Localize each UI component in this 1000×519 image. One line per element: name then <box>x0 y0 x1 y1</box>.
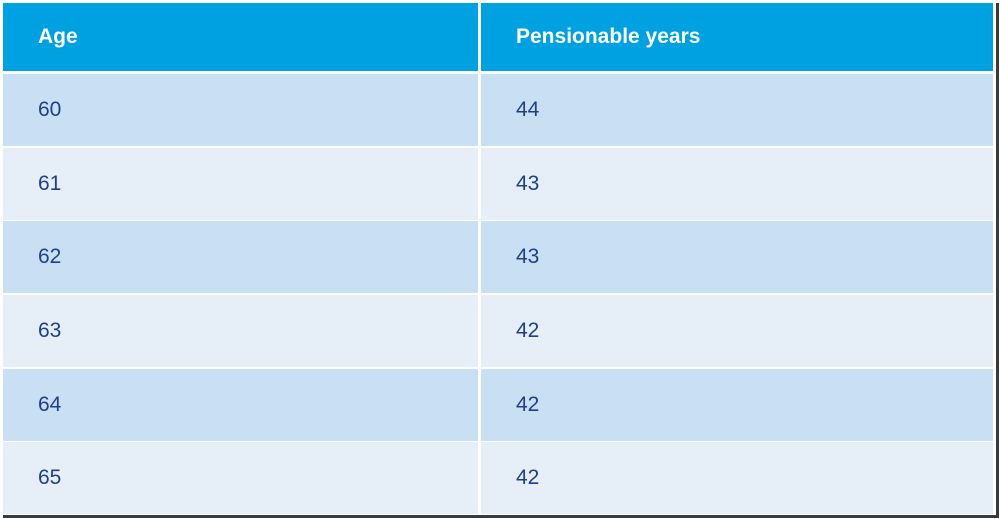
header-cell: Pensionable years <box>481 3 993 71</box>
table-cell: 42 <box>481 295 993 367</box>
table-cell: 43 <box>481 148 993 220</box>
table-cell: 42 <box>481 442 993 514</box>
table-cell: 62 <box>3 221 478 293</box>
header-cell: Age <box>3 3 478 71</box>
table-cell: 42 <box>481 369 993 441</box>
table-cell: 63 <box>3 295 478 367</box>
table-cell: 60 <box>3 74 478 146</box>
table-cell: 65 <box>3 442 478 514</box>
table-cell: 61 <box>3 148 478 220</box>
table-cell: 44 <box>481 74 993 146</box>
table-cell: 43 <box>481 221 993 293</box>
table-cell: 64 <box>3 369 478 441</box>
